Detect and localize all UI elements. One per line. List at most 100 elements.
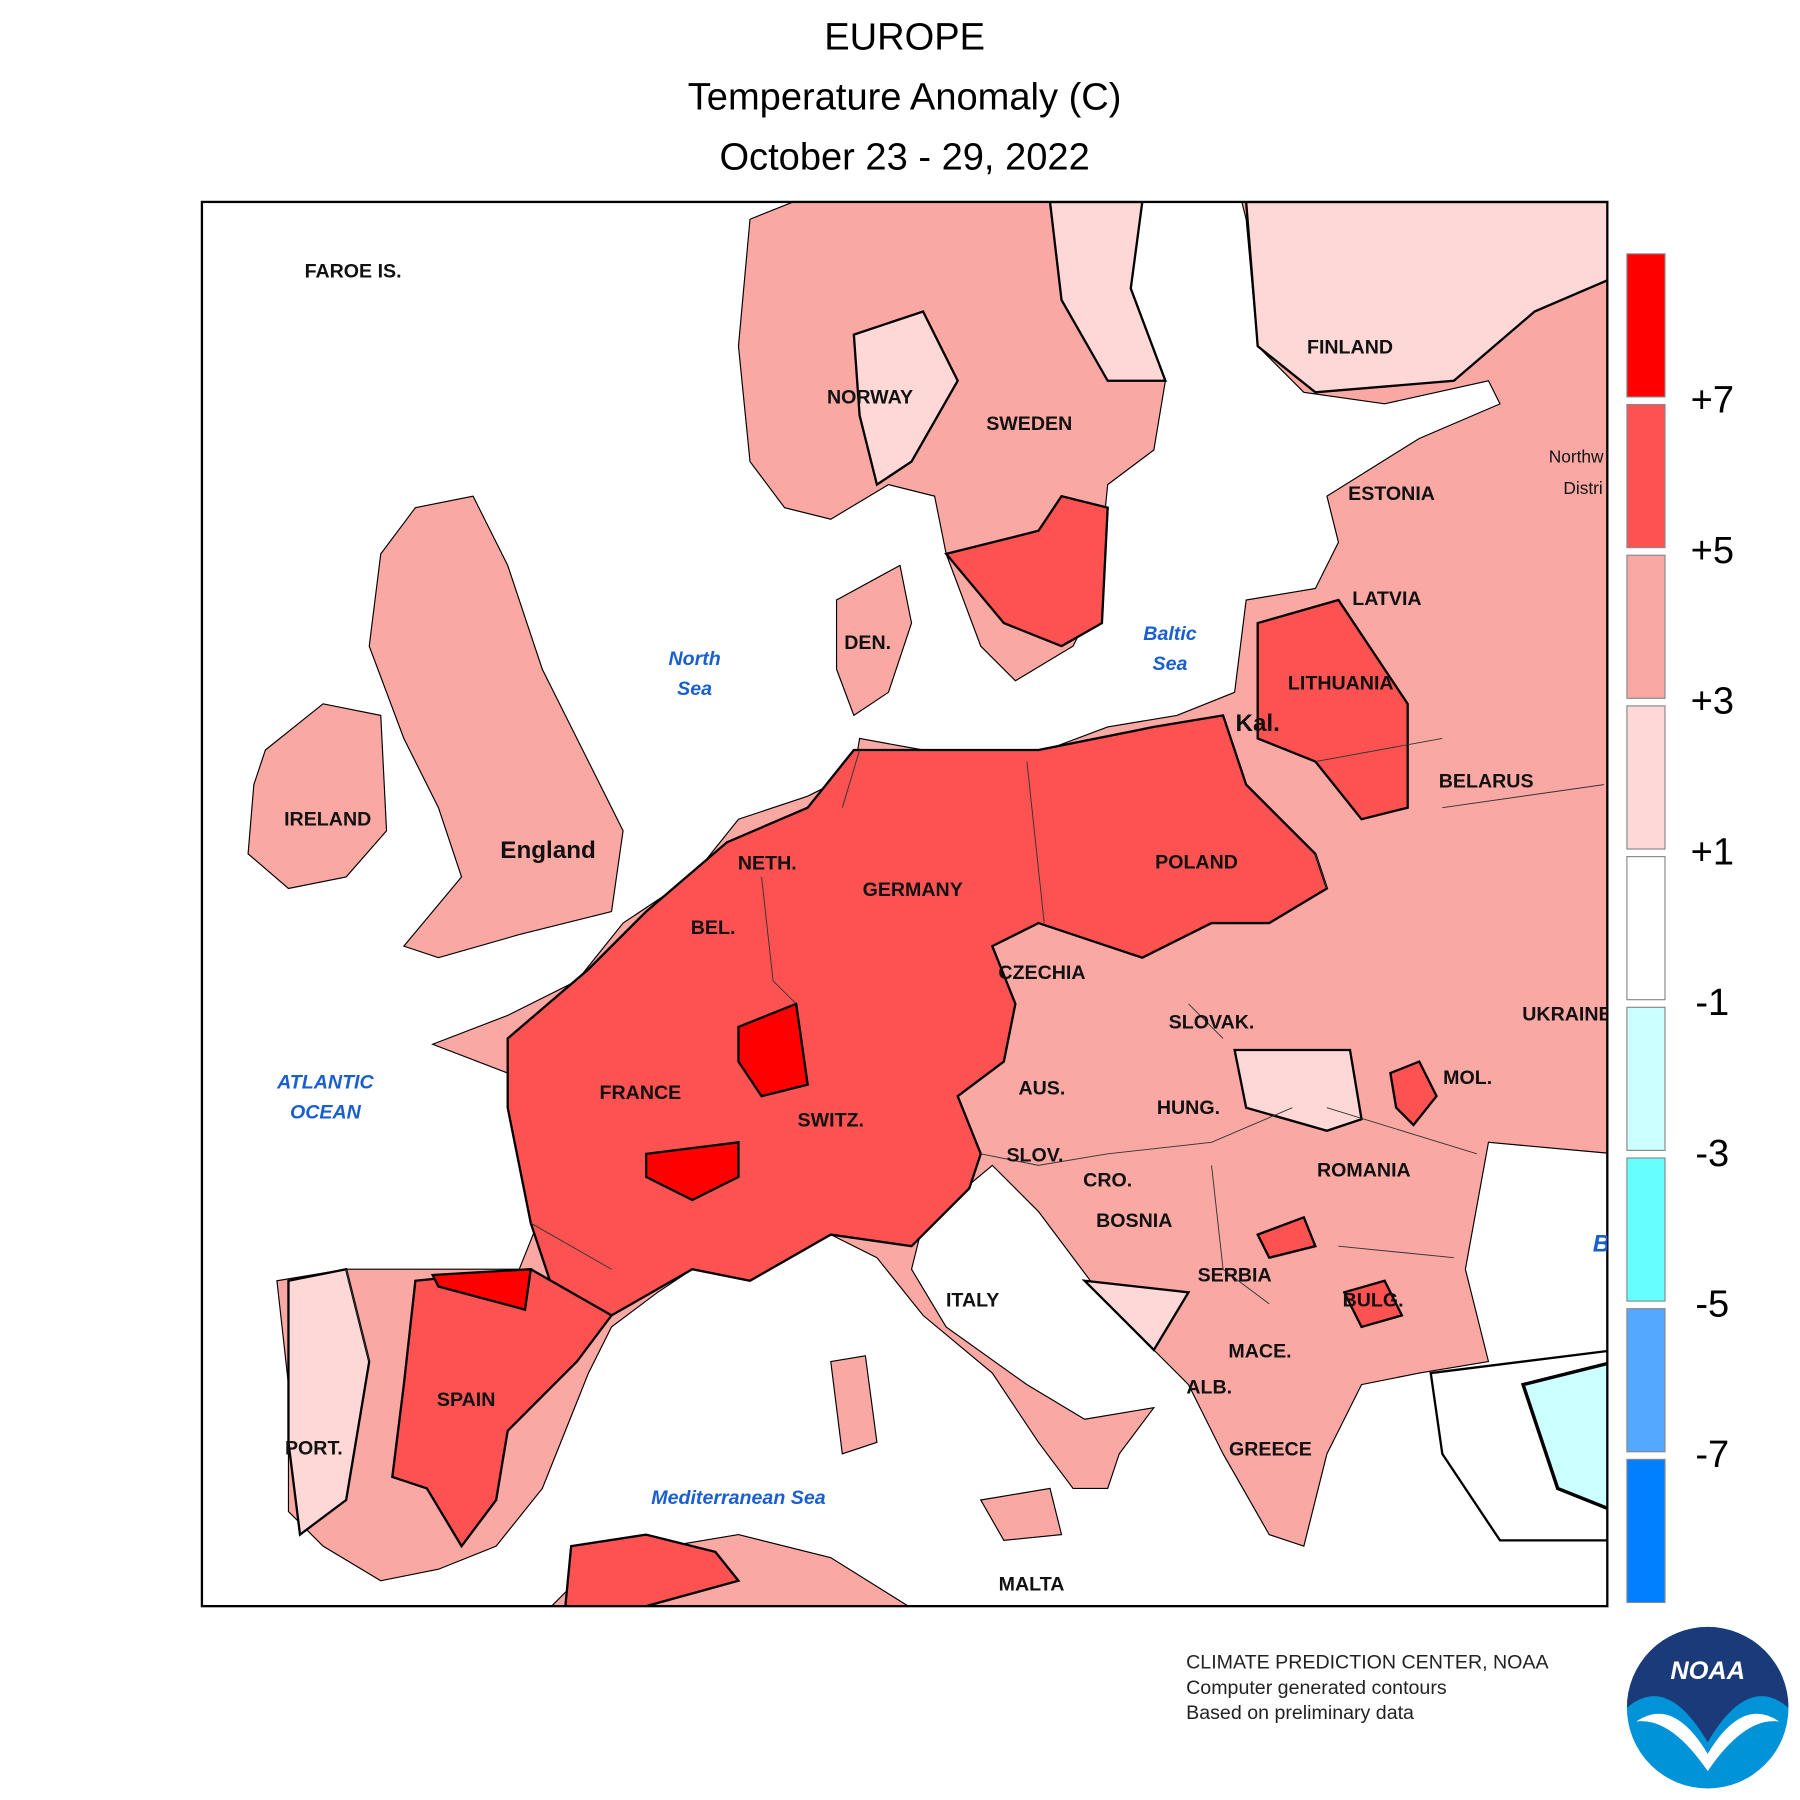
country-label: England [500,837,596,864]
country-label: POLAND [1155,851,1238,873]
anomaly-area [1342,1279,1404,1329]
region-label: Distri [1563,478,1602,498]
anomaly-area [391,1268,614,1549]
country-label: FAROE IS. [305,260,402,282]
legend-label: -1 [1695,982,1729,1024]
country-label: BOSNIA [1096,1210,1172,1232]
legend-swatch [1626,253,1666,398]
land [979,1487,1063,1541]
country-label: DEN. [844,632,891,654]
legend-label: -3 [1695,1133,1729,1175]
legend-label: -5 [1695,1283,1729,1325]
country-label: MACE. [1228,1340,1291,1362]
country-label: FINLAND [1307,337,1393,359]
country-label: SLOV. [1006,1144,1063,1166]
footer-line: Computer generated contours [1186,1677,1447,1699]
sea-label: Sea [677,678,712,700]
sea-label: Baltic [1143,623,1196,645]
anomaly-area [1244,201,1608,394]
title: EUROPE [824,17,985,59]
legend-swatch [1626,1006,1666,1151]
footer-line: CLIMATE PREDICTION CENTER, NOAA [1186,1651,1549,1673]
legend-swatch [1626,1458,1666,1604]
anomaly-area [1389,1060,1438,1127]
country-label: NORWAY [827,386,913,408]
country-label: ALB. [1186,1376,1232,1398]
anomaly-area [1081,1279,1191,1352]
land [835,564,913,717]
anomaly-area [1048,201,1168,382]
map [201,201,1608,1607]
country-label: ESTONIA [1348,483,1435,505]
anomaly-area [430,1267,533,1312]
land [830,1355,878,1455]
country-label: CZECHIA [998,962,1085,984]
country-label: GERMANY [863,879,963,901]
country-label: CRO. [1083,1170,1132,1192]
country-label: BEL. [691,917,736,939]
sea-label: B [1593,1230,1610,1257]
country-label: GREECE [1229,1439,1312,1461]
country-label: PORT. [285,1437,343,1459]
legend-label: +3 [1691,681,1734,723]
country-label: SERBIA [1198,1264,1272,1286]
legend-swatch [1626,856,1666,1001]
legend-swatch [1626,1157,1666,1302]
country-label: ROMANIA [1317,1159,1411,1181]
country-label: IRELAND [284,809,371,831]
country-label: SWITZ. [798,1110,864,1132]
anomaly-area [737,1002,809,1098]
country-label: MOL. [1443,1067,1492,1089]
country-label: LATVIA [1352,588,1421,610]
legend-swatch [1626,1308,1666,1453]
anomaly-area [564,1533,741,1607]
anomaly-area [1256,1215,1317,1260]
country-label: SWEDEN [986,413,1072,435]
border [345,738,1604,1362]
anomaly-area [1256,598,1409,821]
legend-swatch [1626,403,1666,549]
sea-labels: North Sea Baltic Sea ATLANTIC OCEAN Medi… [276,623,1610,1509]
sea-label: Mediterranean Sea [651,1487,825,1509]
anomaly-area [1520,1361,1608,1511]
sea-label: OCEAN [290,1102,362,1124]
region-label: Northw [1549,447,1604,467]
country-label: Kal. [1235,710,1279,737]
country-label: FRANCE [600,1082,682,1104]
anomaly-area [852,310,960,487]
country-label: ITALY [946,1290,999,1312]
country-label: LITHUANIA [1288,672,1394,694]
country-label: NETH. [738,852,797,874]
legend-label: +7 [1691,379,1734,421]
date: October 23 - 29, 2022 [719,137,1089,179]
country-label: UKRAINE [1522,1004,1611,1026]
country-label: SPAIN [437,1389,495,1411]
anomaly-area [1233,1048,1363,1132]
map-frame [200,200,1609,1608]
anomaly-area [644,1141,740,1202]
legend-label: +5 [1691,530,1734,572]
country-labels: FAROE IS. NORWAY SWEDEN FINLAND ESTONIA … [284,260,1611,1596]
sea-label: Sea [1153,653,1188,675]
noaa-logo: NOAA [1626,1626,1789,1789]
sea-label: North [668,648,720,670]
legend-swatch [1626,554,1666,699]
country-label: HUNG. [1157,1097,1220,1119]
legend-label: -7 [1695,1434,1729,1476]
logo-text: NOAA [1670,1657,1745,1685]
country-label: BULG. [1343,1290,1404,1312]
legend: +7 +5 +3 +1 -1 -3 -5 -7 [1626,253,1734,1604]
footer-line: Based on preliminary data [1186,1702,1414,1724]
sea-label: ATLANTIC [276,1072,374,1094]
subtitle: Temperature Anomaly (C) [688,77,1122,119]
country-label: BELARUS [1439,770,1534,792]
legend-label: +1 [1691,831,1734,873]
land [368,495,624,959]
land [247,703,388,890]
country-label: MALTA [999,1574,1065,1596]
legend-swatch [1626,705,1666,850]
country-label: SLOVAK. [1169,1012,1255,1034]
anomaly-area [944,494,1109,648]
